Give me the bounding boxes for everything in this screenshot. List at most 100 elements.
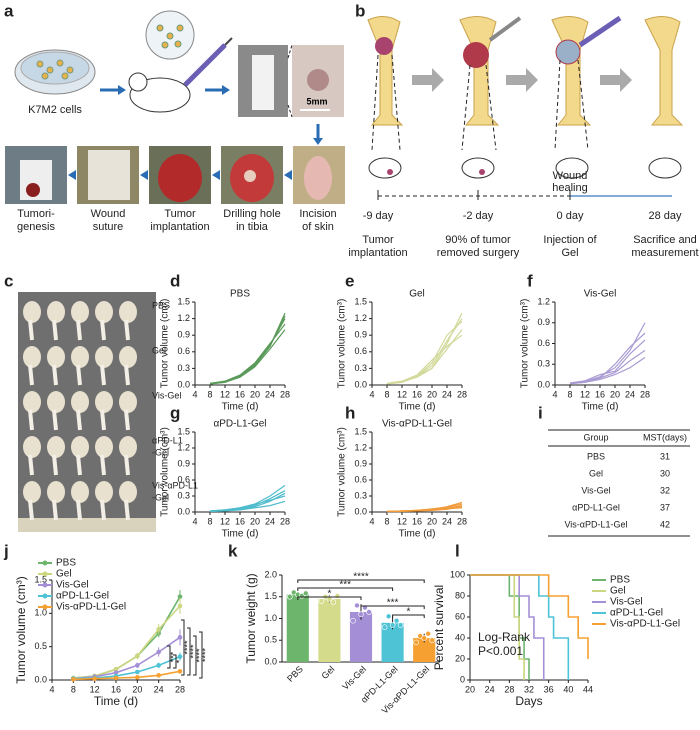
group-label: Vis-αPD-L1	[152, 480, 198, 490]
sig-label: *	[406, 607, 410, 618]
y-tick-label: 40	[455, 632, 465, 642]
data-point	[429, 637, 436, 644]
step-caption: Sacrifice and	[633, 234, 697, 246]
x-axis-title: Time (d)	[582, 402, 619, 413]
bone-sample	[100, 319, 106, 341]
y-tick-label: 1.5	[354, 426, 367, 436]
x-tick-label: 4	[192, 516, 197, 526]
x-tick-label: 20	[427, 389, 437, 399]
y-tick-label: 0.3	[177, 490, 190, 500]
y-tick-label: 0.0	[354, 506, 367, 516]
tumor-sample	[95, 346, 113, 368]
tumor-sample	[47, 301, 65, 323]
tumor-sample	[119, 301, 137, 323]
y-tick-label: 0.0	[264, 656, 277, 666]
chart-title: Vis-Gel	[584, 289, 617, 300]
step-caption: Injection of	[543, 234, 597, 246]
bone-sample	[52, 454, 58, 476]
sig-bracket	[173, 654, 177, 669]
x-tick-label: 24	[154, 684, 164, 694]
table-cell: Vis-Gel	[581, 485, 610, 495]
sig-bracket	[193, 635, 197, 676]
x-tick-label: 8	[567, 389, 572, 399]
y-axis-title: Tumor volume (cm³)	[160, 299, 171, 389]
x-tick-label: 28	[280, 516, 290, 526]
step-caption: implantation	[348, 247, 407, 259]
series-line	[386, 329, 463, 384]
series-line	[470, 574, 530, 680]
y-tick-label: 0.3	[537, 359, 550, 369]
series-line	[73, 636, 181, 680]
x-tick-label: 4	[552, 389, 557, 399]
x-tick-label: 4	[192, 389, 197, 399]
x-tick-label: 28	[457, 389, 467, 399]
marker	[177, 669, 183, 674]
sig-label: ****	[353, 572, 369, 583]
bone-sample	[100, 499, 106, 521]
marker	[113, 670, 119, 675]
bone-sample	[76, 454, 82, 476]
y-tick-label: 1.2	[177, 442, 190, 452]
wound-healing: Wound	[553, 170, 588, 182]
step-caption: implantation	[150, 221, 209, 233]
series-line	[569, 349, 646, 385]
day-label: -9 day	[363, 210, 394, 222]
step-caption: Incision	[299, 208, 336, 220]
table-cell: Gel	[589, 468, 603, 478]
x-tick-label: 8	[384, 516, 389, 526]
y-axis-title: Tumor volume (cm³)	[14, 576, 28, 684]
tumor-sample	[119, 481, 137, 503]
y-tick-label: 1.0	[264, 613, 277, 623]
y-tick-label: 0.0	[354, 379, 367, 389]
marker	[71, 677, 76, 682]
x-tick-label: 24	[442, 516, 452, 526]
y-tick-label: 0.6	[537, 338, 550, 348]
panel-label: f	[527, 271, 533, 290]
panel-b-art	[367, 15, 684, 200]
sig-bracket	[392, 614, 425, 618]
x-tick-label: 24	[625, 389, 635, 399]
sig-bracket	[167, 645, 171, 669]
marker	[135, 669, 140, 675]
x-tick-label: 16	[235, 516, 245, 526]
data-point	[318, 598, 325, 604]
y-tick-label: 0.0	[177, 379, 190, 389]
bar	[286, 594, 309, 662]
x-tick-label: 28	[175, 684, 185, 694]
legend-marker	[42, 604, 48, 610]
panel-label: j	[3, 541, 9, 560]
bone-sample	[52, 409, 58, 431]
bone-sample	[76, 364, 82, 386]
marker	[156, 663, 161, 668]
y-tick-label: 0.9	[537, 317, 550, 327]
tumor-sample	[95, 391, 113, 413]
x-tick-label: 16	[412, 516, 422, 526]
bar	[413, 638, 436, 662]
bar	[381, 622, 404, 662]
x-tick-label: Vis-Gel	[340, 664, 368, 692]
y-tick-label: 1.2	[354, 313, 367, 323]
data-point	[286, 593, 293, 600]
x-tick-label: 28	[640, 389, 650, 399]
series-line	[386, 334, 463, 384]
bar	[349, 611, 373, 662]
x-tick-label: 20	[610, 389, 620, 399]
data-point	[413, 639, 420, 646]
x-tick-label: 28	[457, 516, 467, 526]
x-tick-label: 44	[583, 684, 593, 694]
tumor-sample	[23, 481, 41, 503]
data-point	[358, 611, 364, 617]
y-tick-label: 1.2	[354, 442, 367, 452]
legend-label: PBS	[56, 558, 76, 569]
tumor-sample	[71, 346, 89, 368]
table-cell: 37	[660, 502, 670, 512]
tumor-sample	[119, 346, 137, 368]
y-tick-label: 0.3	[354, 363, 367, 373]
data-point	[330, 599, 337, 605]
step-caption: Tumori-	[17, 208, 55, 220]
step-caption: Wound	[91, 208, 126, 220]
chart-title: αPD-L1-Gel	[213, 419, 266, 430]
marker	[113, 667, 119, 672]
legend-label: PBS	[610, 575, 630, 586]
x-tick-label: PBS	[285, 664, 305, 684]
